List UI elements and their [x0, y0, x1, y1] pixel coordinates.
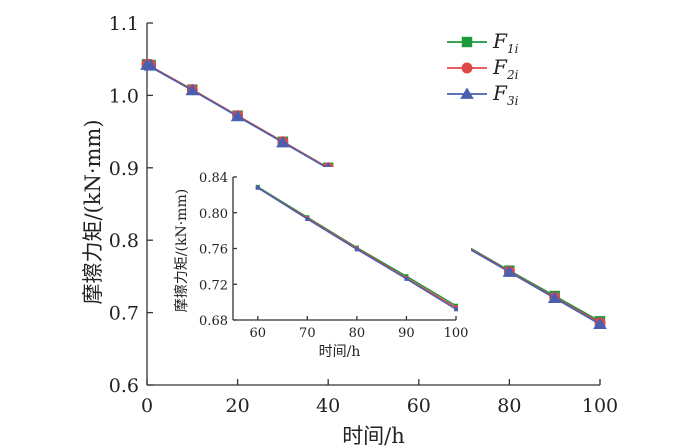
y-tick-label: 1.1 — [109, 13, 139, 35]
y-tick-label: 0.8 — [109, 230, 139, 252]
y-axis-title: 摩擦力矩/(kN·mm) — [81, 119, 105, 304]
inset-x-tick-label: 70 — [299, 326, 316, 341]
x-tick-label: 0 — [141, 395, 153, 417]
legend-sub-F1i: 1i — [507, 42, 519, 56]
x-axis-title: 时间/h — [342, 424, 405, 448]
x-tick-label: 60 — [407, 395, 431, 417]
inset-data-point-F3i — [454, 307, 458, 312]
legend-label-F1i: F — [492, 29, 508, 53]
data-point-F3i — [143, 59, 158, 71]
legend-sub-F3i: 3i — [507, 94, 519, 108]
inset-x-tick-label: 60 — [250, 326, 267, 341]
inset-y-tick-label: 0.72 — [199, 278, 228, 293]
inset-y-tick-label: 0.80 — [199, 207, 228, 222]
inset-y-axis-title: 摩擦力矩/(kN·mm) — [173, 189, 190, 312]
y-tick-label: 0.6 — [109, 375, 139, 397]
inset-y-tick-label: 0.76 — [199, 243, 228, 258]
x-tick-label: 40 — [316, 395, 340, 417]
y-tick-label: 0.9 — [109, 158, 139, 180]
data-point-F3i — [593, 317, 607, 330]
data-point-F3i — [230, 109, 245, 122]
inset-data-point-F3i — [305, 217, 310, 222]
inset-data-point-F3i — [255, 185, 260, 190]
inset-x-tick-label: 90 — [398, 326, 415, 341]
legend-marker-F2i — [461, 62, 473, 74]
inset-x-tick-label: 80 — [349, 326, 366, 341]
legend-label-F3i: F — [492, 81, 508, 105]
data-point-F3i — [185, 83, 200, 96]
legend-sub-F2i: 2i — [506, 68, 519, 82]
x-tick-label: 100 — [582, 395, 618, 417]
inset-background — [173, 167, 471, 370]
y-tick-label: 1.0 — [109, 85, 139, 107]
legend-label-F2i: F — [492, 55, 508, 79]
legend-marker-F3i — [460, 87, 474, 99]
data-point-F3i — [547, 291, 562, 303]
inset-y-tick-label: 0.84 — [199, 171, 228, 186]
inset-x-axis-title: 时间/h — [319, 344, 361, 360]
data-point-F3i — [276, 135, 290, 148]
inset-data-point-F3i — [354, 247, 359, 252]
x-tick-label: 20 — [226, 395, 250, 417]
inset-chart: 60 70 80 90 100 0.68 0.72 0.76 0.80 0.84 时间/h 摩擦力矩/… — [173, 167, 471, 370]
legend-marker-F1i — [461, 36, 473, 48]
inset-x-tick-label: 100 — [444, 326, 469, 341]
inset-y-tick-label: 0.68 — [199, 314, 228, 329]
legend: F 1iF 2iF 3i — [447, 29, 519, 108]
inset-data-point-F3i — [404, 276, 409, 281]
y-tick-label: 0.7 — [109, 303, 139, 325]
data-point-F3i — [502, 265, 517, 277]
x-tick-label: 80 — [497, 395, 521, 417]
